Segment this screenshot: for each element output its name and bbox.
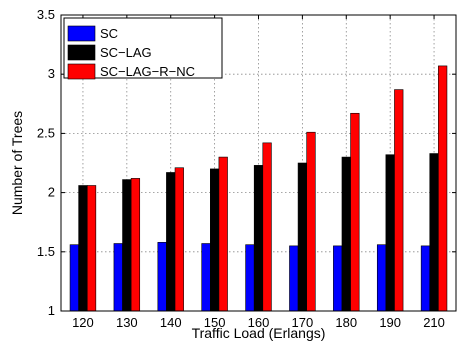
bar — [394, 89, 404, 312]
bar — [306, 131, 316, 312]
bar — [289, 245, 299, 312]
bar — [385, 154, 395, 312]
bar — [350, 112, 360, 312]
x-axis-label: Traffic Load (Erlangs) — [192, 325, 326, 341]
legend-label: SC−LAG−R−NC — [100, 64, 195, 79]
bar — [297, 162, 307, 312]
bar — [69, 244, 79, 312]
legend-label: SC−LAG — [100, 45, 152, 60]
x-tick-label: 190 — [379, 315, 401, 330]
bar — [245, 244, 255, 312]
y-tick-label: 3.5 — [37, 7, 55, 22]
x-tick-label: 140 — [160, 315, 182, 330]
bar — [157, 242, 167, 312]
bar — [122, 179, 132, 312]
bar — [253, 165, 264, 312]
legend: SC SC−LAG SC−LAG−R−NC — [63, 17, 223, 80]
legend-swatch — [67, 63, 96, 80]
legend-swatch — [67, 25, 96, 42]
bar — [341, 156, 351, 312]
bar — [78, 185, 88, 312]
x-tick-label: 160 — [248, 315, 270, 330]
y-tick-label: 3 — [48, 66, 55, 81]
bar — [86, 185, 97, 312]
bar — [262, 142, 272, 312]
bar — [130, 178, 141, 312]
x-tick-label: 130 — [116, 315, 138, 330]
legend-label: SC — [100, 26, 118, 41]
bar — [333, 245, 343, 312]
y-tick-label: 2.5 — [37, 125, 55, 140]
axis-ticks: 1 1.5 2 2.5 3 3.5 120 130 140 150 160 170 180 190 210 — [37, 7, 456, 330]
x-tick-label: 170 — [292, 315, 314, 330]
x-tick-label: 150 — [204, 315, 226, 330]
bar — [429, 153, 439, 312]
x-tick-label: 120 — [72, 315, 94, 330]
bar — [376, 244, 387, 312]
bar — [210, 168, 220, 312]
x-tick-label: 210 — [423, 315, 445, 330]
y-tick-label: 1 — [48, 303, 55, 318]
y-axis-label: Number of Trees — [9, 111, 25, 215]
bar — [113, 243, 123, 312]
bar — [174, 167, 184, 312]
x-tick-label: 180 — [335, 315, 357, 330]
bar — [420, 245, 431, 312]
y-tick-label: 1.5 — [37, 244, 55, 259]
legend-swatch — [67, 44, 96, 61]
bar — [438, 65, 448, 312]
bar — [218, 156, 228, 312]
bar — [201, 243, 211, 312]
y-tick-label: 2 — [48, 185, 55, 200]
bar — [166, 172, 176, 312]
bars — [69, 65, 448, 312]
